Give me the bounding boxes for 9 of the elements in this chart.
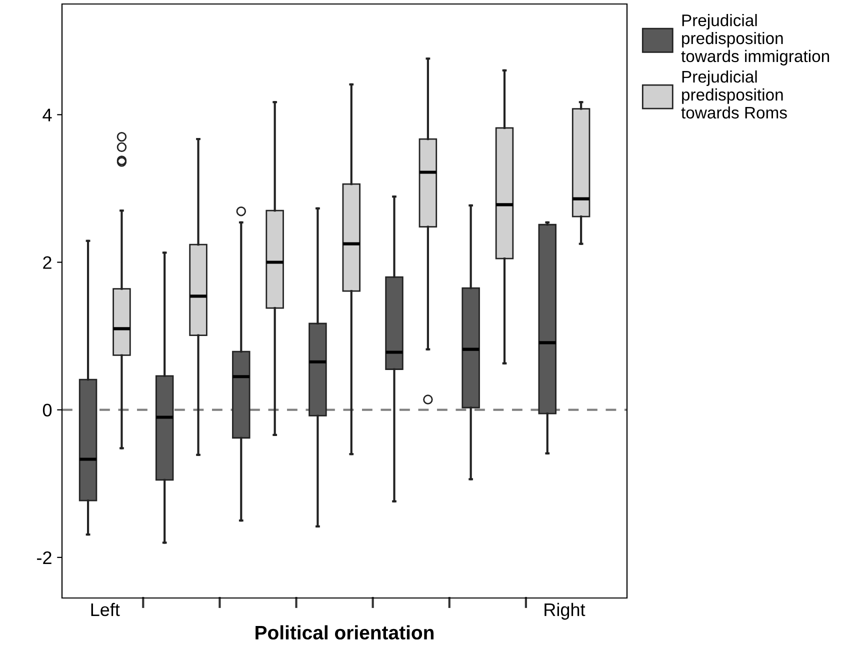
legend-label: Prejudicial predisposition towards immigration	[681, 14, 830, 66]
x-axis-title: Political orientation	[256, 625, 434, 640]
x-tick-label: Left	[91, 602, 120, 616]
y-tick-label: 2	[43, 256, 52, 269]
y-tick-label: 4	[42, 108, 52, 122]
y-tick-label: 0	[42, 404, 52, 417]
y-tick-label: -2	[37, 551, 52, 564]
x-tick-label: Right	[544, 602, 586, 620]
legend-label: Prejudicial predisposition towards Roms	[681, 70, 787, 119]
